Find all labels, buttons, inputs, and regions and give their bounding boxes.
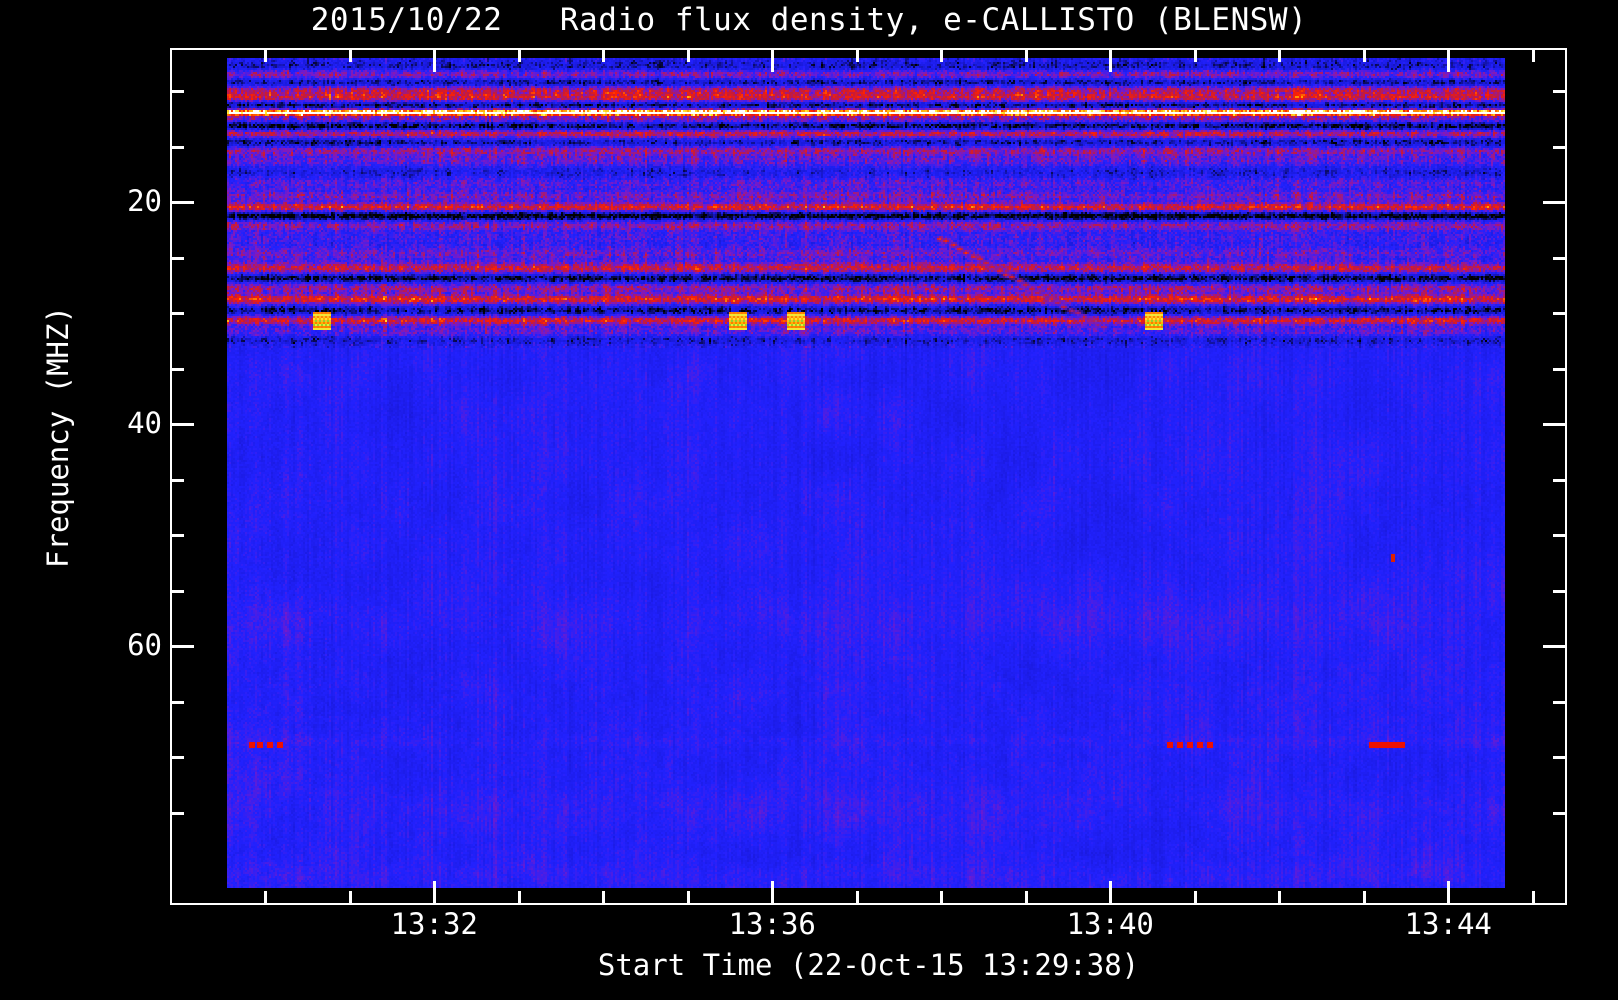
x-tick-minor-5 xyxy=(686,891,690,905)
x-tick-label-13:40: 13:40 xyxy=(1066,907,1154,941)
x-tick-major-13:44 xyxy=(1447,881,1451,905)
x-tick-minor-9 xyxy=(1024,891,1028,905)
y-tick-major-right-20 xyxy=(1543,201,1567,204)
y-axis-title: Frequency (MHZ) xyxy=(41,306,75,568)
y-tick-minor-right-50 xyxy=(1553,534,1567,537)
x-tick-minor-1 xyxy=(348,891,352,905)
x-tick-major-13:40 xyxy=(1109,881,1113,905)
x-tick-minor-3 xyxy=(517,891,521,905)
x-tick-minor-top-5 xyxy=(686,48,690,62)
x-tick-major-13:36 xyxy=(771,881,775,905)
y-tick-minor-50 xyxy=(170,534,184,537)
y-tick-minor-30 xyxy=(170,312,184,315)
x-tick-major-13:32 xyxy=(433,881,437,905)
x-tick-minor-4 xyxy=(602,891,606,905)
x-tick-minor-13 xyxy=(1362,891,1366,905)
y-tick-major-60 xyxy=(170,645,194,648)
y-tick-label-40: 40 xyxy=(127,406,162,440)
y-tick-minor-right-65 xyxy=(1553,700,1567,704)
y-tick-minor-35 xyxy=(170,367,184,371)
y-tick-minor-right-25 xyxy=(1553,256,1567,260)
x-tick-minor-top-7 xyxy=(855,48,859,62)
y-tick-minor-65 xyxy=(170,700,184,704)
x-tick-minor-top-13 xyxy=(1362,48,1366,62)
y-tick-minor-75 xyxy=(170,811,184,815)
x-tick-minor-8 xyxy=(940,891,944,905)
y-tick-minor-10 xyxy=(170,90,184,93)
x-tick-minor-top-1 xyxy=(348,48,352,62)
spectrogram-image xyxy=(227,58,1505,888)
y-tick-minor-45 xyxy=(170,478,184,482)
x-tick-minor-top-15 xyxy=(1531,48,1535,62)
x-tick-label-13:44: 13:44 xyxy=(1404,907,1492,941)
x-tick-major-top-13:32 xyxy=(433,48,437,72)
x-tick-minor-15 xyxy=(1531,891,1535,905)
x-tick-minor-12 xyxy=(1278,891,1282,905)
y-tick-minor-25 xyxy=(170,256,184,260)
x-tick-major-top-13:40 xyxy=(1109,48,1113,72)
y-tick-minor-right-30 xyxy=(1553,312,1567,315)
x-tick-major-top-13:36 xyxy=(771,48,775,72)
x-tick-minor-11 xyxy=(1193,891,1197,905)
y-tick-minor-right-15 xyxy=(1553,145,1567,149)
y-tick-major-right-60 xyxy=(1543,645,1567,648)
x-tick-minor-top-12 xyxy=(1278,48,1282,62)
y-tick-label-60: 60 xyxy=(127,628,162,662)
x-tick-minor-top-3 xyxy=(517,48,521,62)
y-tick-major-20 xyxy=(170,201,194,204)
x-tick-minor-0 xyxy=(264,891,268,905)
y-tick-minor-right-70 xyxy=(1553,756,1567,759)
y-tick-minor-right-45 xyxy=(1553,478,1567,482)
x-tick-major-top-13:44 xyxy=(1447,48,1451,72)
y-tick-minor-right-55 xyxy=(1553,589,1567,593)
x-tick-minor-top-11 xyxy=(1193,48,1197,62)
y-tick-minor-right-10 xyxy=(1553,90,1567,93)
x-tick-label-13:36: 13:36 xyxy=(728,907,816,941)
y-tick-major-40 xyxy=(170,423,194,426)
y-tick-major-right-40 xyxy=(1543,423,1567,426)
x-axis-title: Start Time (22-Oct-15 13:29:38) xyxy=(597,948,1140,982)
x-tick-minor-top-0 xyxy=(264,48,268,62)
x-tick-minor-7 xyxy=(855,891,859,905)
x-tick-minor-top-4 xyxy=(602,48,606,62)
x-tick-label-13:32: 13:32 xyxy=(390,907,478,941)
y-tick-minor-55 xyxy=(170,589,184,593)
x-tick-minor-top-9 xyxy=(1024,48,1028,62)
y-tick-minor-15 xyxy=(170,145,184,149)
spectrogram-canvas xyxy=(227,58,1505,888)
page-title: 2015/10/22 Radio flux density, e-CALLIST… xyxy=(310,2,1308,38)
y-tick-minor-right-75 xyxy=(1553,811,1567,815)
y-tick-label-20: 20 xyxy=(127,184,162,218)
y-tick-minor-70 xyxy=(170,756,184,759)
y-tick-minor-right-35 xyxy=(1553,367,1567,371)
x-tick-minor-top-8 xyxy=(940,48,944,62)
